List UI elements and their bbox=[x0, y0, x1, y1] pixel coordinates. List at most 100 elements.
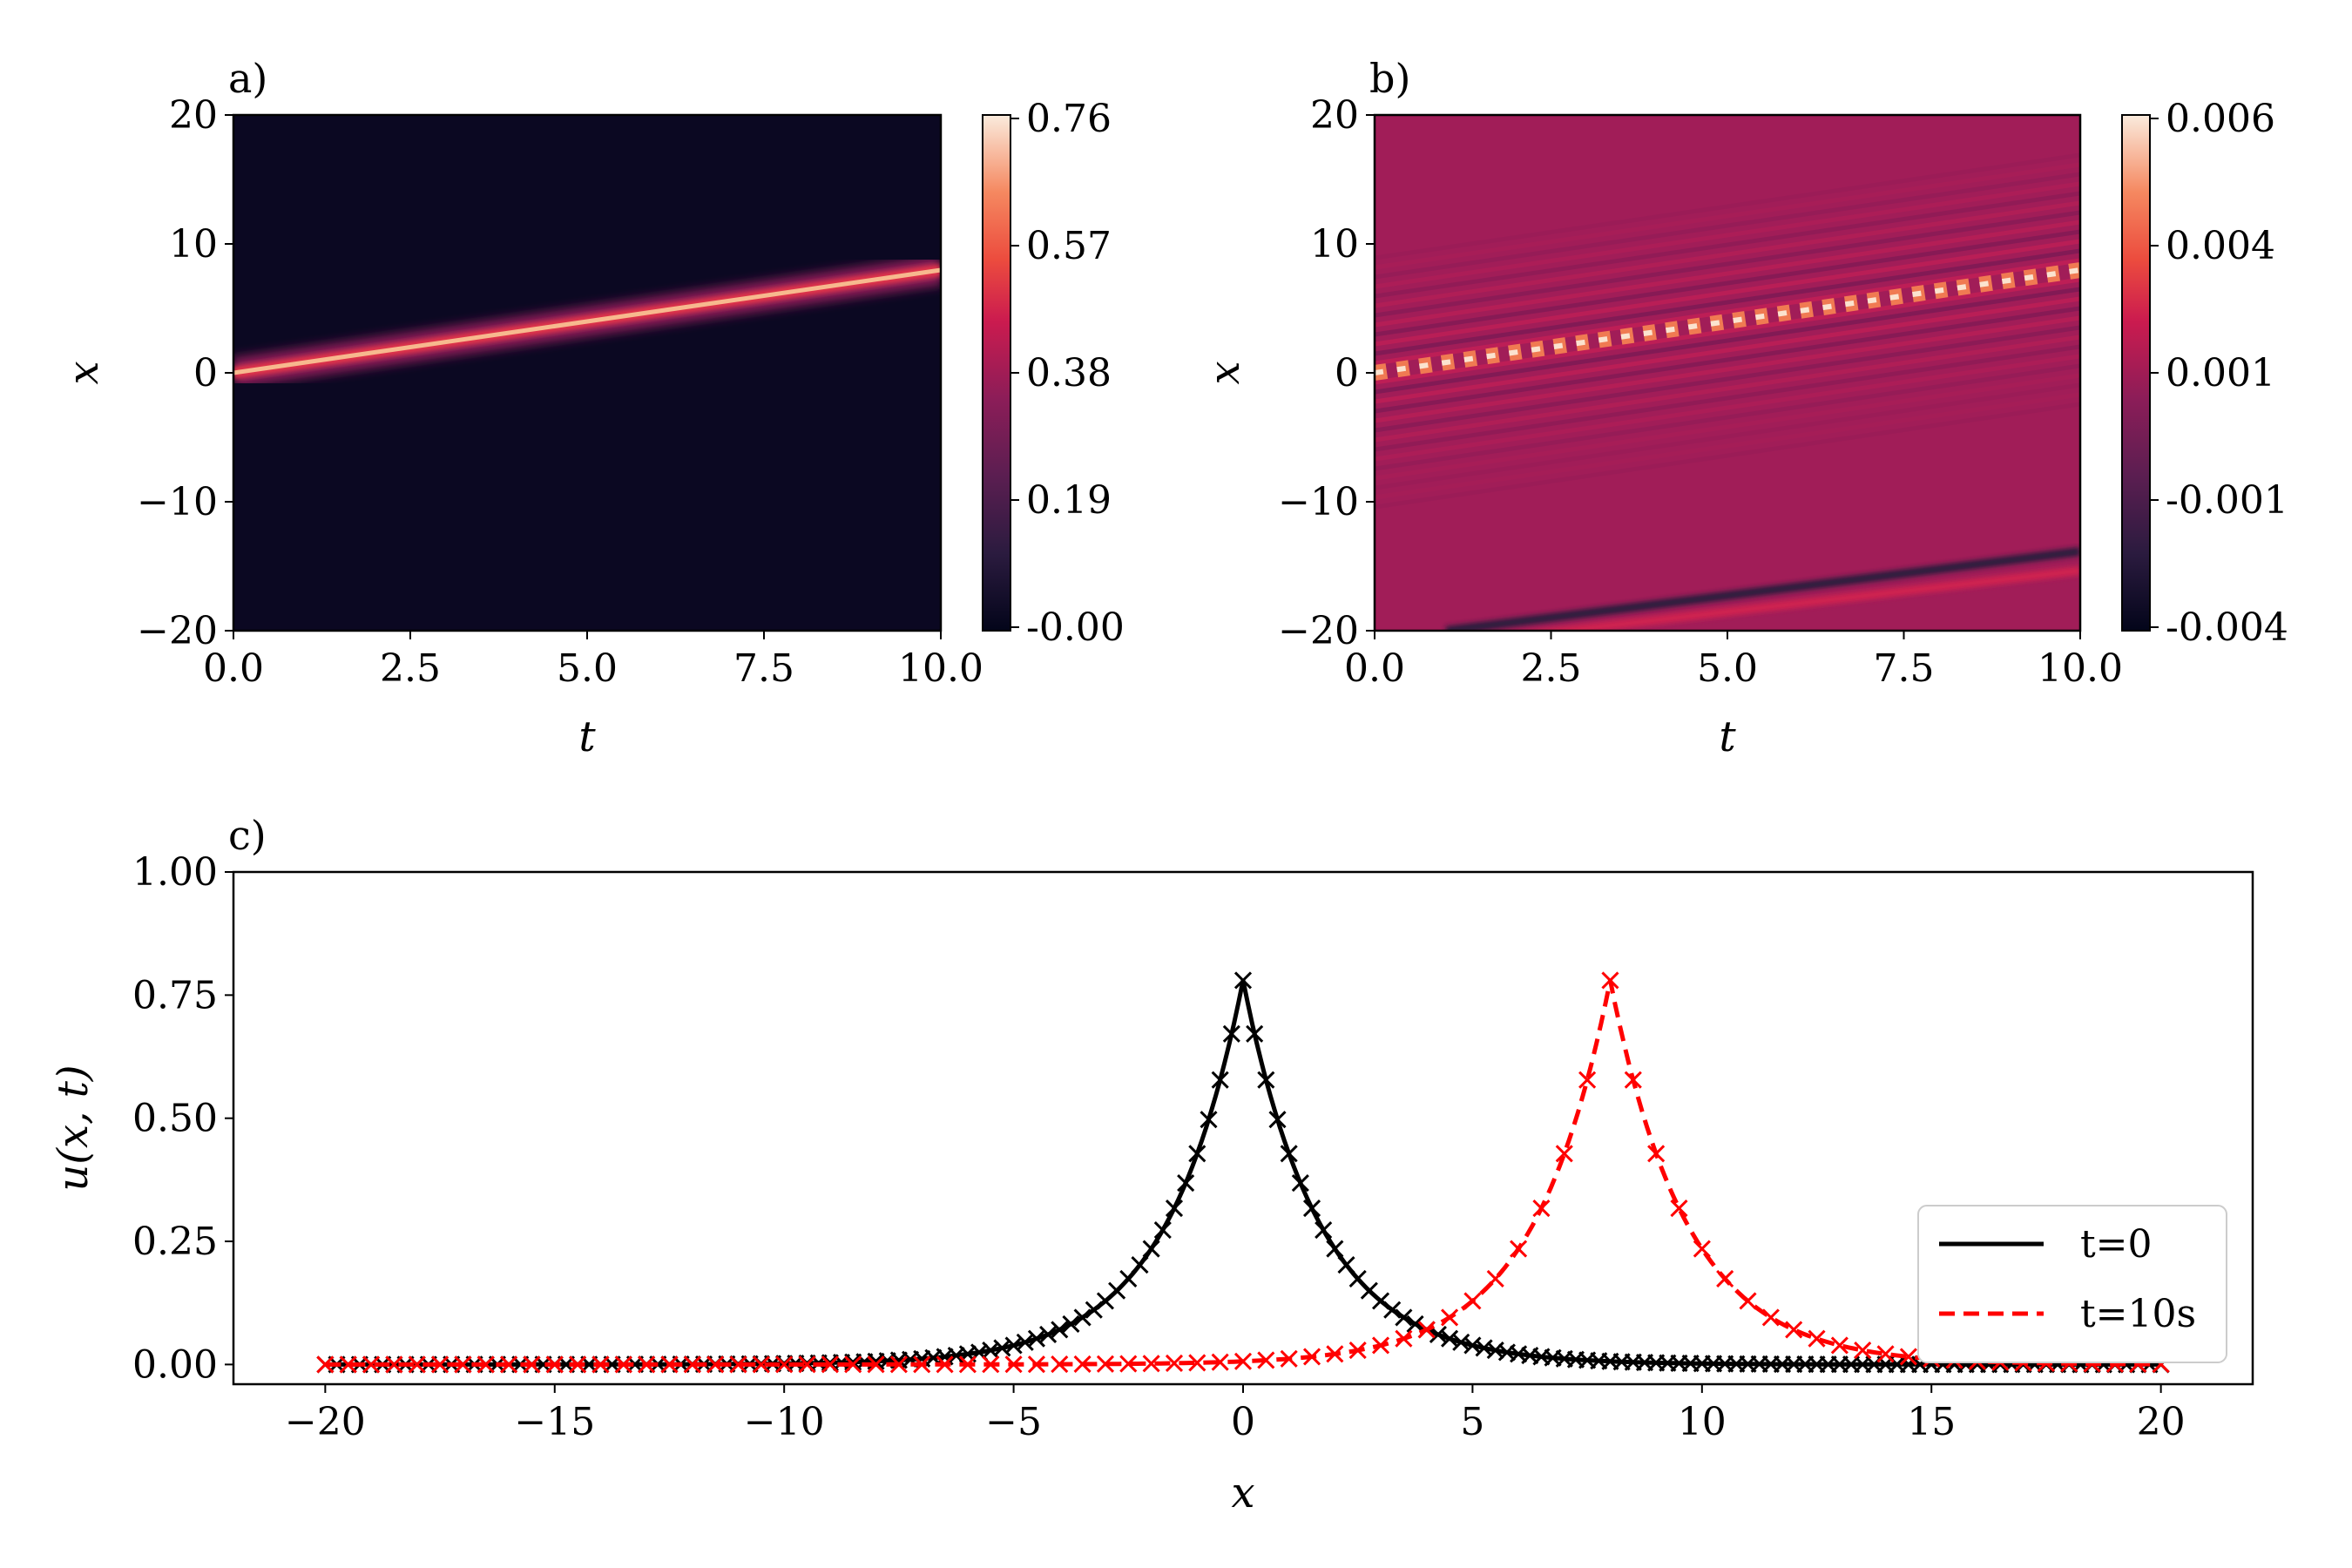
ripple-stripe bbox=[1375, 200, 2080, 308]
x-axis-label-b: t bbox=[1719, 713, 1736, 761]
marker bbox=[1785, 1321, 1803, 1339]
marker bbox=[1211, 1071, 1229, 1089]
ripple-stripe bbox=[1375, 402, 2080, 510]
marker bbox=[1119, 1269, 1138, 1288]
marker bbox=[500, 1355, 518, 1374]
colorbar-tick-label: 0.004 bbox=[2166, 224, 2275, 268]
marker bbox=[1027, 1355, 1045, 1374]
marker bbox=[1142, 1240, 1160, 1258]
ripple-stripe bbox=[1375, 287, 2080, 395]
marker bbox=[1177, 1174, 1195, 1193]
marker bbox=[362, 1355, 381, 1374]
marker bbox=[1739, 1292, 1757, 1310]
marker bbox=[569, 1355, 587, 1374]
marker bbox=[1200, 1111, 1218, 1129]
marker bbox=[1233, 1352, 1253, 1370]
colorbar-tick-label: 0.001 bbox=[2166, 351, 2275, 395]
marker bbox=[1051, 1321, 1069, 1339]
marker bbox=[889, 1355, 908, 1374]
ripple-stripe bbox=[1375, 229, 2080, 337]
marker bbox=[1761, 1308, 1780, 1327]
colorbar-tick-label: -0.00 bbox=[1026, 605, 1125, 650]
marker bbox=[1280, 1145, 1298, 1163]
x-axis-label-a: t bbox=[578, 713, 596, 761]
marker bbox=[683, 1355, 701, 1374]
ripple-stripe bbox=[1375, 277, 2080, 385]
marker bbox=[1417, 1321, 1436, 1339]
marker bbox=[1188, 1354, 1206, 1372]
marker bbox=[1326, 1345, 1344, 1363]
colorbar-a bbox=[982, 114, 1011, 632]
panel-c-label: c) bbox=[228, 812, 267, 859]
marker bbox=[1371, 1292, 1390, 1310]
marker bbox=[982, 1355, 1000, 1374]
marker bbox=[638, 1355, 656, 1374]
y-tick-label: 20 bbox=[1310, 93, 1359, 138]
x-tick-label: 0.0 bbox=[1344, 646, 1405, 691]
x-tick-label: 2.5 bbox=[380, 646, 441, 691]
marker bbox=[1716, 1269, 1734, 1288]
marker bbox=[775, 1355, 794, 1374]
panel-b: b) 0.0 2.5 5.0 7.5 10.0 20 10 0 −10 −20 t x 0.006… bbox=[1200, 55, 2288, 761]
marker bbox=[1222, 1024, 1240, 1043]
marker bbox=[1854, 1342, 1872, 1360]
marker bbox=[476, 1355, 495, 1374]
y-tick-label: 0 bbox=[193, 351, 218, 395]
marker bbox=[706, 1355, 725, 1374]
x-tick-label: 15 bbox=[1907, 1400, 1956, 1444]
x-tick-label: 7.5 bbox=[733, 646, 794, 691]
marker bbox=[958, 1355, 977, 1374]
y-tick-label: 10 bbox=[1310, 222, 1359, 267]
ripple-stripe bbox=[1375, 296, 2080, 404]
x-tick-label: −10 bbox=[744, 1400, 825, 1444]
legend-box bbox=[1917, 1205, 2227, 1363]
marker bbox=[1371, 1336, 1390, 1355]
ripple-stripe bbox=[1375, 152, 2080, 260]
marker bbox=[1337, 1255, 1355, 1274]
colorbar-ticks-b: 0.006 0.004 0.001 -0.001 -0.004 bbox=[2150, 97, 2288, 650]
x-tick-label: 0.0 bbox=[203, 646, 264, 691]
marker bbox=[1085, 1301, 1103, 1319]
marker bbox=[1441, 1329, 1459, 1348]
marker bbox=[1601, 971, 1619, 990]
marker bbox=[1302, 1348, 1321, 1366]
marker bbox=[1647, 1145, 1666, 1163]
panel-a-label: a) bbox=[228, 55, 267, 102]
marker bbox=[1452, 1333, 1470, 1351]
marker bbox=[1899, 1348, 1917, 1366]
ripple-stripe bbox=[1375, 239, 2080, 347]
x-tick-label: 5 bbox=[1460, 1400, 1484, 1444]
marker bbox=[844, 1355, 862, 1374]
ripple-stripe bbox=[1375, 162, 2080, 270]
marker bbox=[1555, 1145, 1573, 1163]
x-tick-label: 5.0 bbox=[557, 646, 618, 691]
marker bbox=[614, 1355, 632, 1374]
y-tick-label: 10 bbox=[169, 222, 218, 267]
marker bbox=[798, 1355, 816, 1374]
marker bbox=[752, 1355, 770, 1374]
marker bbox=[1510, 1240, 1528, 1258]
marker bbox=[913, 1355, 931, 1374]
ripple-stripe bbox=[1375, 354, 2080, 462]
marker bbox=[1131, 1255, 1149, 1274]
marker bbox=[1693, 1240, 1711, 1258]
colorbar-tick-label: -0.004 bbox=[2166, 605, 2288, 650]
ripple-stripe bbox=[1375, 258, 2080, 366]
marker bbox=[1280, 1349, 1298, 1368]
marker bbox=[1211, 1353, 1229, 1371]
x-tick-label: −20 bbox=[285, 1400, 366, 1444]
ripple-stripe bbox=[1375, 315, 2080, 423]
marker bbox=[385, 1355, 403, 1374]
marker bbox=[1429, 1325, 1447, 1344]
marker bbox=[1624, 1071, 1642, 1089]
ripple-stripe bbox=[1375, 344, 2080, 452]
ripples-b bbox=[1375, 152, 2080, 510]
colorbar-tick-label: 0.38 bbox=[1026, 351, 1112, 395]
legend: t=0 t=10s bbox=[1917, 1205, 2227, 1363]
marker bbox=[729, 1355, 747, 1374]
plot-frame-c bbox=[232, 870, 2254, 1386]
legend-label-t0: t=0 bbox=[2080, 1222, 2153, 1267]
marker bbox=[1153, 1220, 1172, 1240]
marker bbox=[1246, 1024, 1264, 1043]
